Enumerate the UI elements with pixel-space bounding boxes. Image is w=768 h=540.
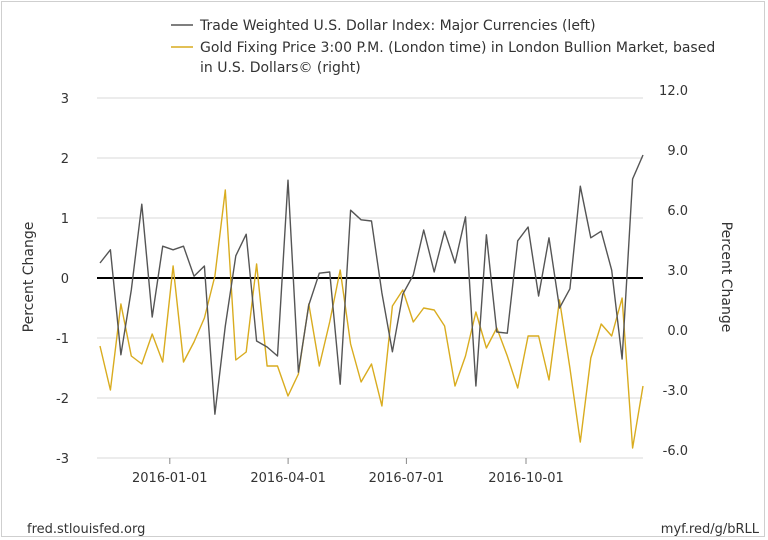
right-tick-label: 0.0: [667, 324, 688, 339]
x-tick-label: 2016-07-01: [369, 471, 445, 486]
right-tick-label: 3.0: [667, 264, 688, 279]
left-tick-label: -2: [56, 392, 69, 407]
left-axis-title: Percent Change: [21, 222, 37, 333]
right-axis-title: Percent Change: [718, 222, 734, 333]
left-tick-label: 0: [61, 272, 69, 287]
legend: Trade Weighted U.S. Dollar Index: Major …: [171, 18, 715, 76]
left-axis-ticks: 3 2 1 0 -1 -2 -3: [56, 92, 69, 467]
right-tick-label: 12.0: [659, 84, 688, 99]
series-line-gold-price: [99, 189, 644, 449]
right-tick-label: 6.0: [667, 204, 688, 219]
right-tick-label: -3.0: [663, 384, 688, 399]
right-tick-label: 9.0: [667, 144, 688, 159]
x-tick-label: 2016-04-01: [250, 471, 326, 486]
x-tick-label: 2016-10-01: [488, 471, 564, 486]
left-tick-label: 2: [61, 152, 69, 167]
legend-label-gold: Gold Fixing Price 3:00 P.M. (London time…: [200, 40, 715, 56]
legend-label-gold-line2: in U.S. Dollars© (right): [200, 60, 361, 76]
left-tick-label: -3: [56, 452, 69, 467]
x-tick-label: 2016-01-01: [132, 471, 208, 486]
left-tick-label: -1: [56, 332, 69, 347]
right-axis-ticks: 12.0 9.0 6.0 3.0 0.0 -3.0 -6.0: [659, 84, 688, 459]
right-tick-label: -6.0: [663, 444, 688, 459]
series-lines: [99, 154, 644, 449]
legend-label-dollar: Trade Weighted U.S. Dollar Index: Major …: [199, 18, 596, 34]
x-axis-ticks: 2016-01-01 2016-04-01 2016-07-01 2016-10-01: [132, 458, 564, 486]
left-tick-label: 1: [61, 212, 69, 227]
series-line-dollar-index: [99, 154, 644, 415]
source-credit[interactable]: fred.stlouisfed.org: [27, 522, 145, 537]
left-tick-label: 3: [61, 92, 69, 107]
gridlines: [97, 97, 643, 459]
short-link[interactable]: myf.red/g/bRLL: [661, 522, 760, 537]
